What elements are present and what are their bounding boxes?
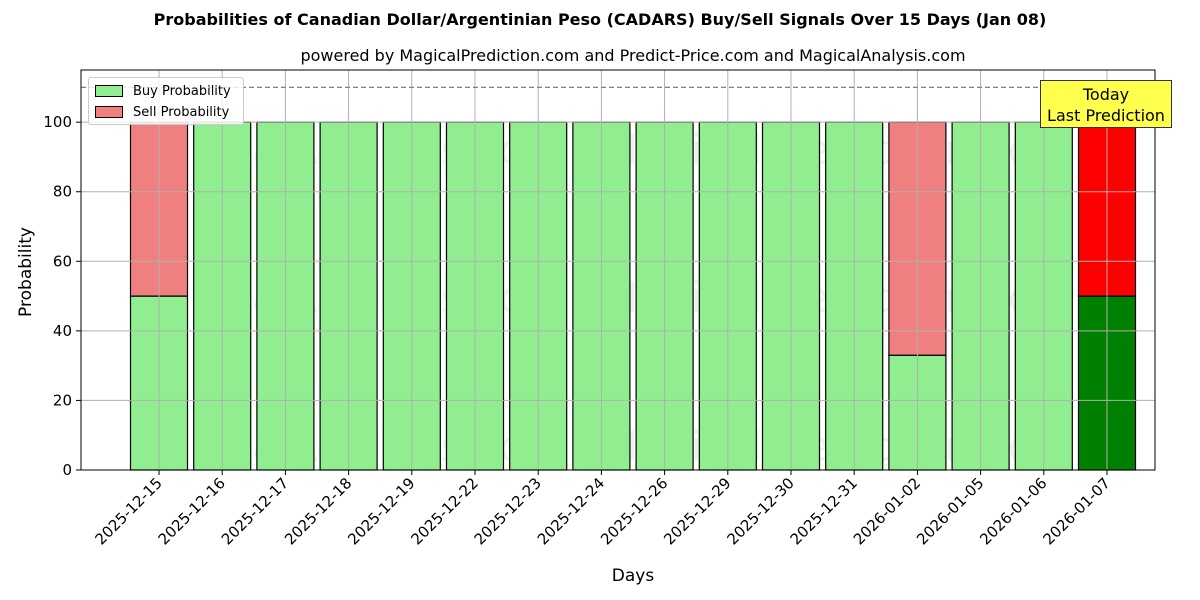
today-annotation: Today Last Prediction [1040, 80, 1172, 128]
buy-swatch-icon [95, 85, 123, 97]
x-tick-label: 2026-01-06 [976, 474, 1050, 548]
x-axis-label: Days [612, 566, 655, 586]
legend-buy-label: Buy Probability [133, 83, 231, 99]
y-tick-label: 0 [62, 461, 72, 479]
x-tick-label: 2026-01-05 [913, 474, 987, 548]
y-tick-label: 80 [53, 183, 72, 201]
x-tick-label: 2025-12-16 [155, 474, 229, 548]
y-tick-label: 60 [53, 252, 72, 270]
x-tick-label: 2025-12-18 [281, 474, 355, 548]
legend-sell-label: Sell Probability [133, 104, 230, 120]
legend: Buy Probability Sell Probability [88, 77, 244, 125]
plot-frame [80, 69, 1156, 471]
x-tick-label: 2026-01-07 [1039, 474, 1113, 548]
x-tick-label: 2025-12-31 [787, 474, 861, 548]
x-tick-label: 2026-01-02 [850, 474, 924, 548]
x-tick-label: 2025-12-24 [534, 474, 608, 548]
annotation-line2: Last Prediction [1047, 106, 1165, 125]
x-tick-label: 2025-12-26 [597, 474, 671, 548]
y-tick-label: 20 [53, 391, 72, 409]
x-tick-label: 2025-12-17 [218, 474, 292, 548]
legend-item-buy: Buy Probability [95, 82, 231, 100]
y-axis-label: Probability [16, 227, 36, 317]
x-tick-label: 2025-12-22 [407, 474, 481, 548]
sell-swatch-icon [95, 106, 123, 118]
y-tick-label: 100 [43, 113, 72, 131]
x-tick-label: 2025-12-30 [723, 474, 797, 548]
legend-item-sell: Sell Probability [95, 103, 229, 121]
x-tick-label: 2025-12-29 [660, 474, 734, 548]
x-tick-label: 2025-12-19 [344, 474, 418, 548]
chart-subtitle: powered by MagicalPrediction.com and Pre… [300, 46, 966, 65]
x-tick-label: 2025-12-15 [91, 474, 165, 548]
annotation-line1: Today [1082, 85, 1130, 104]
x-tick-label: 2025-12-23 [471, 474, 545, 548]
chart-title: Probabilities of Canadian Dollar/Argenti… [153, 10, 1047, 29]
y-tick-label: 40 [53, 322, 72, 340]
